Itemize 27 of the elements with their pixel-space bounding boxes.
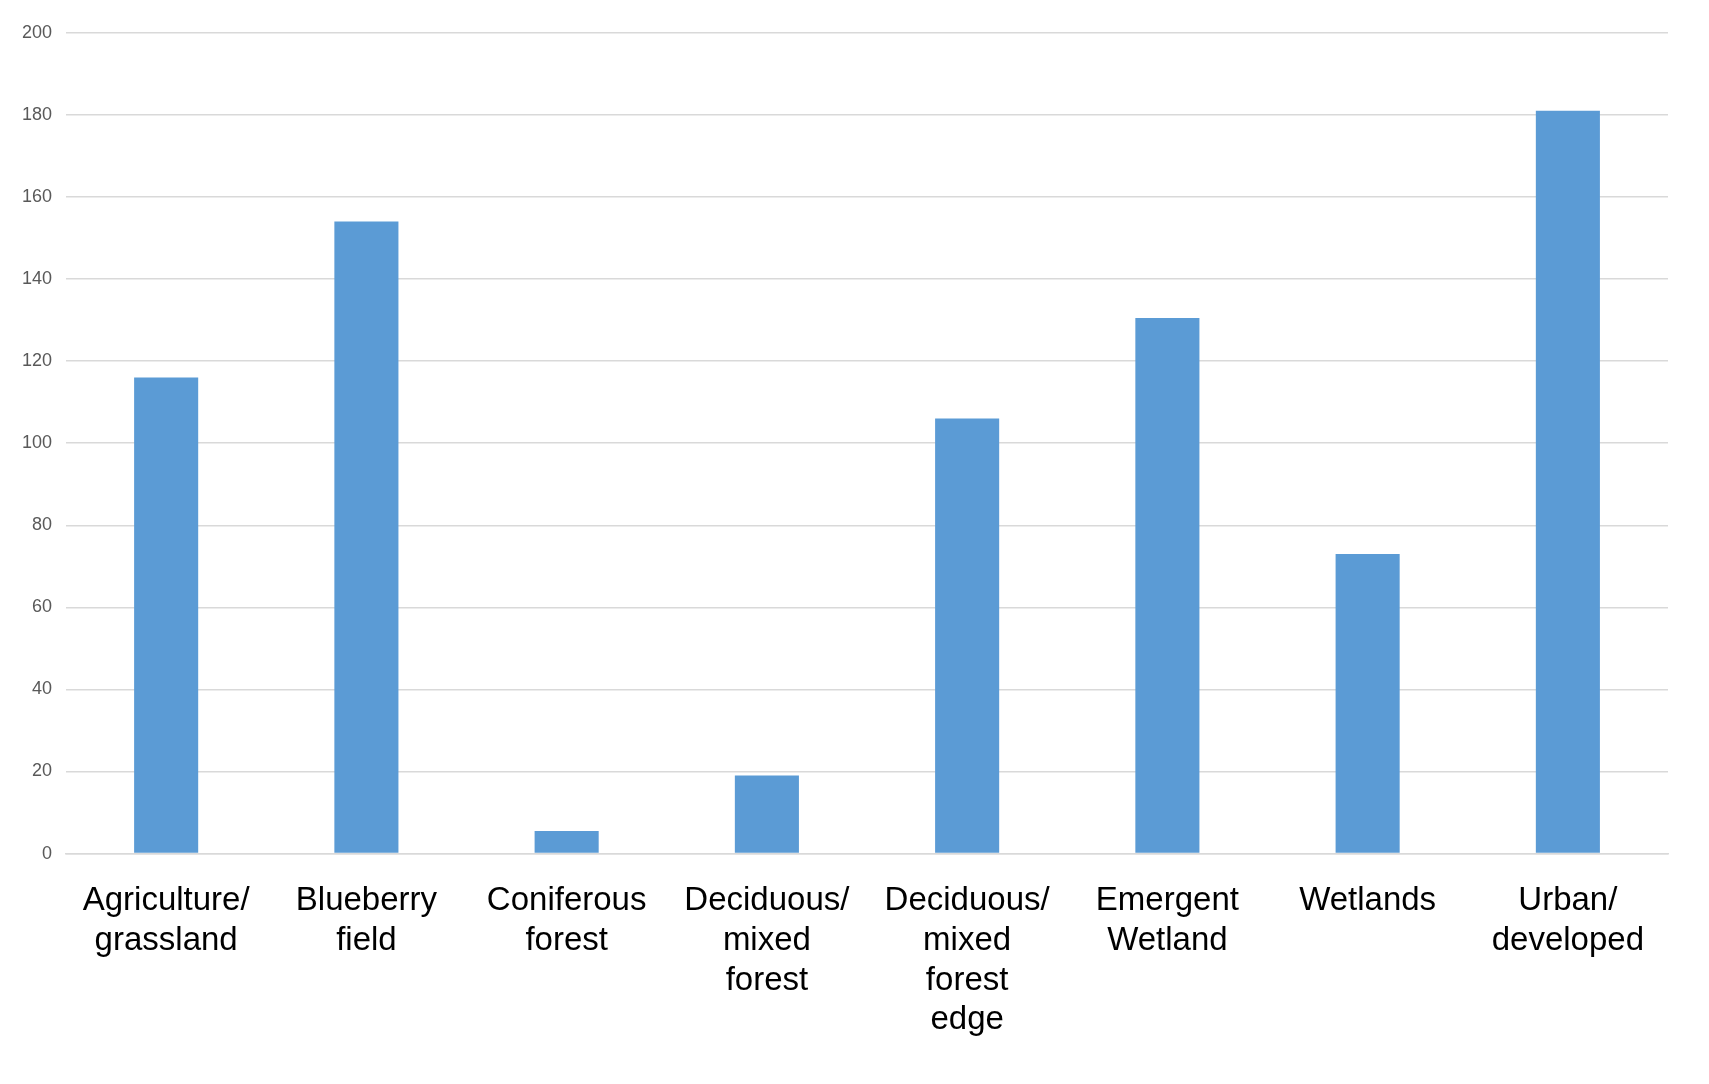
y-tick-label: 60 [32,596,53,617]
bar [334,221,399,853]
y-tick-label: 180 [21,103,53,124]
x-tick-label: Deciduous/mixed forest [684,880,851,997]
y-tick-label: 200 [21,21,53,42]
bar [734,775,799,853]
x-tick-label: Wetlands [1299,880,1437,918]
bar [1535,110,1600,853]
bar [1335,554,1400,853]
y-tick-label: 40 [32,678,53,699]
bar [134,377,199,853]
y-tick-label: 0 [42,842,53,863]
bar [534,831,599,853]
y-tick-label: 140 [21,268,53,289]
x-tick-label: Deciduous/mixed forest edge [884,880,1051,1037]
x-tick-label: Urban/developed [1491,880,1645,958]
x-tick-label: Agriculture/grassland [82,880,251,958]
y-tick-label: 100 [21,432,53,453]
y-tick-label: 120 [21,350,53,371]
y-tick-label: 80 [32,514,53,535]
bar [935,418,1000,853]
x-tick-label: Emergent Wetland [1095,880,1239,958]
x-tick-label: Coniferous forest [486,880,647,958]
x-tick-label: Blueberry field [295,880,438,958]
y-tick-label: 20 [32,760,53,781]
bar [1135,318,1200,853]
y-tick-label: 160 [21,185,53,206]
